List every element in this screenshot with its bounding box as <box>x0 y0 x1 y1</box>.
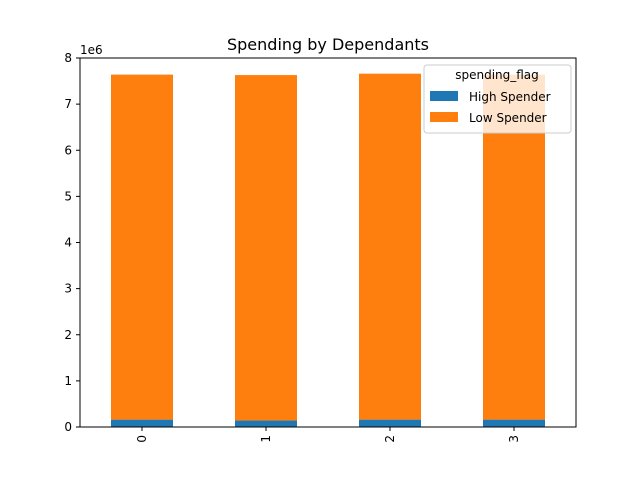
y-tick-label: 7 <box>64 97 72 111</box>
bar-low-spender-1 <box>235 75 297 421</box>
legend-title: spending_flag <box>455 68 539 82</box>
y-tick-label: 5 <box>64 189 72 203</box>
y-tick-label: 3 <box>64 282 72 296</box>
bar-high-spender-1 <box>235 420 297 427</box>
y-tick-label: 1 <box>64 374 72 388</box>
x-tick-label: 0 <box>135 435 149 443</box>
legend-swatch-low-spender <box>430 112 458 122</box>
bar-low-spender-0 <box>111 74 173 420</box>
x-tick-label: 1 <box>259 435 273 443</box>
y-tick-label: 6 <box>64 143 72 157</box>
bar-low-spender-2 <box>359 73 421 420</box>
legend-entries: High Spender Low Spender <box>430 90 551 125</box>
axes-layer: 0 1 2 3 4 5 6 7 8 0 1 2 3 <box>64 51 577 443</box>
legend-label: High Spender <box>469 90 551 104</box>
y-axis-offset-label: 1e6 <box>80 43 103 57</box>
bar-high-spender-2 <box>359 419 421 427</box>
bar-high-spender-3 <box>483 419 545 427</box>
legend-box <box>423 64 572 134</box>
legend: spending_flag High Spender Low Spender <box>423 64 572 134</box>
y-tick-label: 4 <box>64 236 72 250</box>
legend-swatch-high-spender <box>430 91 458 101</box>
x-tick-label: 3 <box>507 435 521 443</box>
y-tick-label: 2 <box>64 328 72 342</box>
chart-title: Spending by Dependants <box>227 35 429 54</box>
legend-label: Low Spender <box>469 111 547 125</box>
bar-high-spender-0 <box>111 419 173 427</box>
x-tick-label: 2 <box>383 435 397 443</box>
y-tick-label: 0 <box>64 420 72 434</box>
y-tick-label: 8 <box>64 51 72 65</box>
